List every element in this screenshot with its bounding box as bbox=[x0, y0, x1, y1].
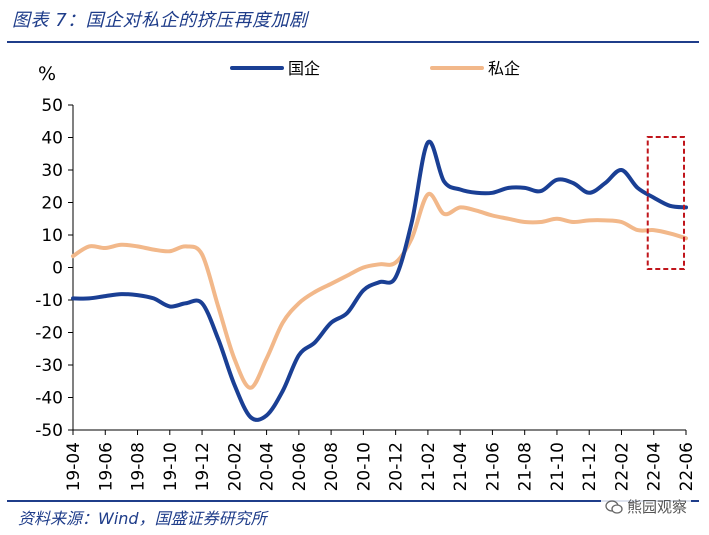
y-axis-label: % bbox=[38, 63, 56, 85]
y-tick-label: 50 bbox=[41, 96, 63, 116]
legend-label-1: 私企 bbox=[488, 59, 520, 78]
y-axis-ticks: 50 40 30 20 10 0 -10 -20 -30 -40 -50 bbox=[35, 96, 73, 441]
x-tick-label: 19-10 bbox=[161, 442, 181, 491]
legend-label-0: 国企 bbox=[288, 59, 320, 78]
x-tick-label: 22-04 bbox=[645, 442, 665, 491]
watermark-text: 熊园观察 bbox=[626, 498, 687, 516]
y-tick-label: -50 bbox=[35, 421, 63, 441]
x-tick-label: 20-10 bbox=[354, 442, 374, 491]
watermark: 熊园观察 bbox=[600, 494, 691, 519]
x-tick-label: 21-12 bbox=[580, 442, 600, 491]
x-tick-label: 22-06 bbox=[677, 442, 697, 491]
source-note: 资料来源：Wind，国盛证券研究所 bbox=[18, 509, 267, 528]
x-tick-label: 19-08 bbox=[129, 442, 149, 491]
title-divider bbox=[7, 41, 699, 43]
y-tick-label: -40 bbox=[35, 389, 63, 409]
y-tick-label: -20 bbox=[35, 324, 63, 344]
x-tick-label: 20-06 bbox=[290, 442, 310, 491]
x-tick-label: 20-04 bbox=[258, 442, 278, 491]
y-tick-label: 30 bbox=[41, 161, 63, 181]
x-tick-label: 21-10 bbox=[548, 442, 568, 491]
y-tick-label: 10 bbox=[41, 226, 63, 246]
series-lines bbox=[71, 139, 688, 422]
x-tick-label: 22-02 bbox=[612, 442, 632, 491]
x-tick-label: 20-08 bbox=[322, 442, 342, 491]
x-tick-label: 20-12 bbox=[387, 442, 407, 491]
legend: 国企 私企 bbox=[230, 59, 520, 78]
series-line-0 bbox=[71, 139, 688, 422]
y-tick-label: -30 bbox=[35, 356, 63, 376]
x-tick-label: 19-04 bbox=[64, 442, 84, 491]
x-tick-label: 21-08 bbox=[516, 442, 536, 491]
series-line-1 bbox=[71, 191, 688, 390]
x-tick-label: 21-04 bbox=[451, 442, 471, 491]
x-tick-label: 21-06 bbox=[483, 442, 503, 491]
y-tick-label: 40 bbox=[41, 129, 63, 149]
y-tick-label: -10 bbox=[35, 291, 63, 311]
axes bbox=[72, 105, 686, 431]
x-axis-ticks: 19-04 19-06 19-08 19-10 19-12 20-02 20-04 20-06… bbox=[64, 430, 697, 491]
y-tick-label: 20 bbox=[41, 194, 63, 214]
y-tick-label: 0 bbox=[52, 259, 63, 279]
wechat-icon bbox=[605, 499, 623, 514]
x-tick-label: 20-02 bbox=[225, 442, 245, 491]
highlight-rect bbox=[646, 136, 685, 270]
footer-divider bbox=[7, 500, 699, 502]
chart-title: 图表 7：国企对私企的挤压再度加剧 bbox=[12, 10, 308, 31]
x-tick-label: 19-06 bbox=[96, 442, 116, 491]
highlight-box bbox=[646, 136, 685, 270]
x-tick-label: 21-02 bbox=[419, 442, 439, 491]
x-tick-label: 19-12 bbox=[193, 442, 213, 491]
